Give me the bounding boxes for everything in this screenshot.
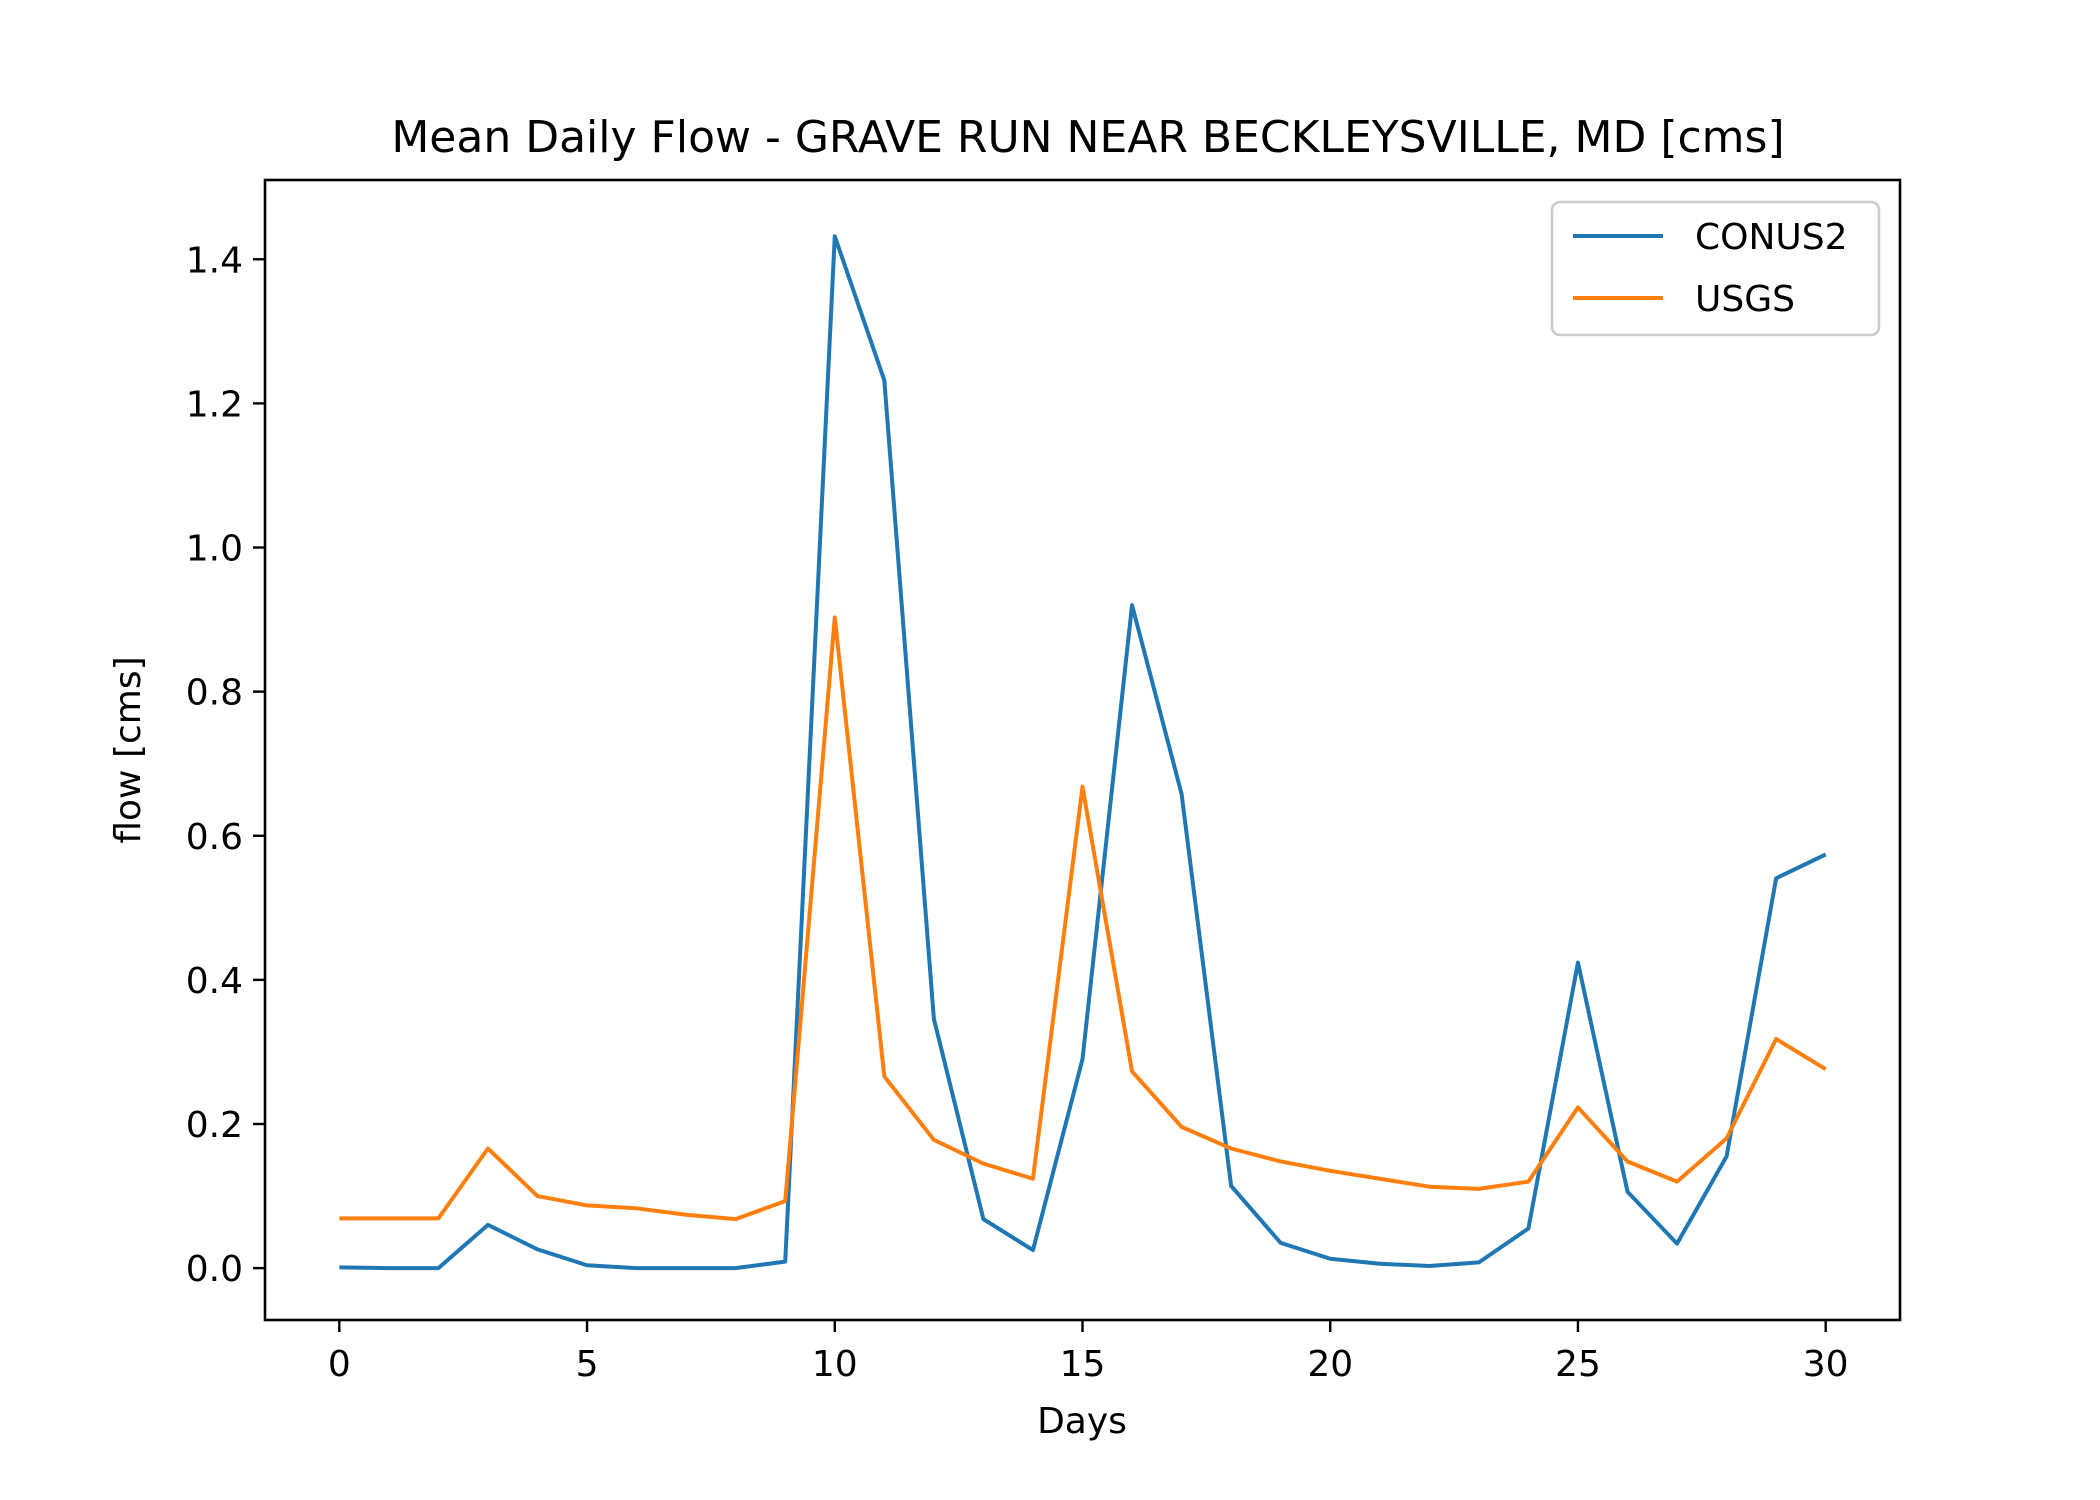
x-tick-label: 0 (328, 1344, 351, 1385)
y-tick-label: 0.2 (186, 1105, 243, 1146)
x-tick-label: 5 (576, 1344, 599, 1385)
chart-title: Mean Daily Flow - GRAVE RUN NEAR BECKLEY… (391, 112, 1784, 163)
series-line-conus2 (339, 234, 1827, 1271)
y-tick-label: 0.4 (186, 961, 243, 1002)
x-axis-label: Days (1037, 1401, 1127, 1442)
legend-entries: CONUS2 USGS (1573, 217, 1848, 320)
x-tick-label: 30 (1803, 1344, 1849, 1385)
legend[interactable]: CONUS2 USGS (1550, 200, 1881, 337)
axis-ticks: 0 5 10 15 20 25 30 0.0 0.2 0.4 0.6 0.8 1.0 1.2 1.4 (186, 240, 1849, 1385)
x-tick-label: 10 (812, 1344, 858, 1385)
y-tick-label: 0.6 (186, 817, 243, 858)
y-tick-label: 1.0 (186, 529, 243, 570)
y-tick-label: 1.4 (186, 240, 243, 281)
y-axis-label: flow [cms] (108, 656, 149, 843)
y-tick-label: 0.8 (186, 673, 243, 714)
y-tick-label: 1.2 (186, 384, 243, 425)
series-line-usgs (339, 615, 1827, 1222)
x-tick-label: 15 (1060, 1344, 1106, 1385)
legend-label-usgs: USGS (1695, 279, 1795, 320)
x-tick-label: 25 (1555, 1344, 1601, 1385)
x-tick-label: 20 (1307, 1344, 1353, 1385)
y-tick-label: 0.0 (186, 1249, 243, 1290)
legend-label-conus2: CONUS2 (1695, 217, 1848, 258)
plot-area (339, 234, 1827, 1271)
